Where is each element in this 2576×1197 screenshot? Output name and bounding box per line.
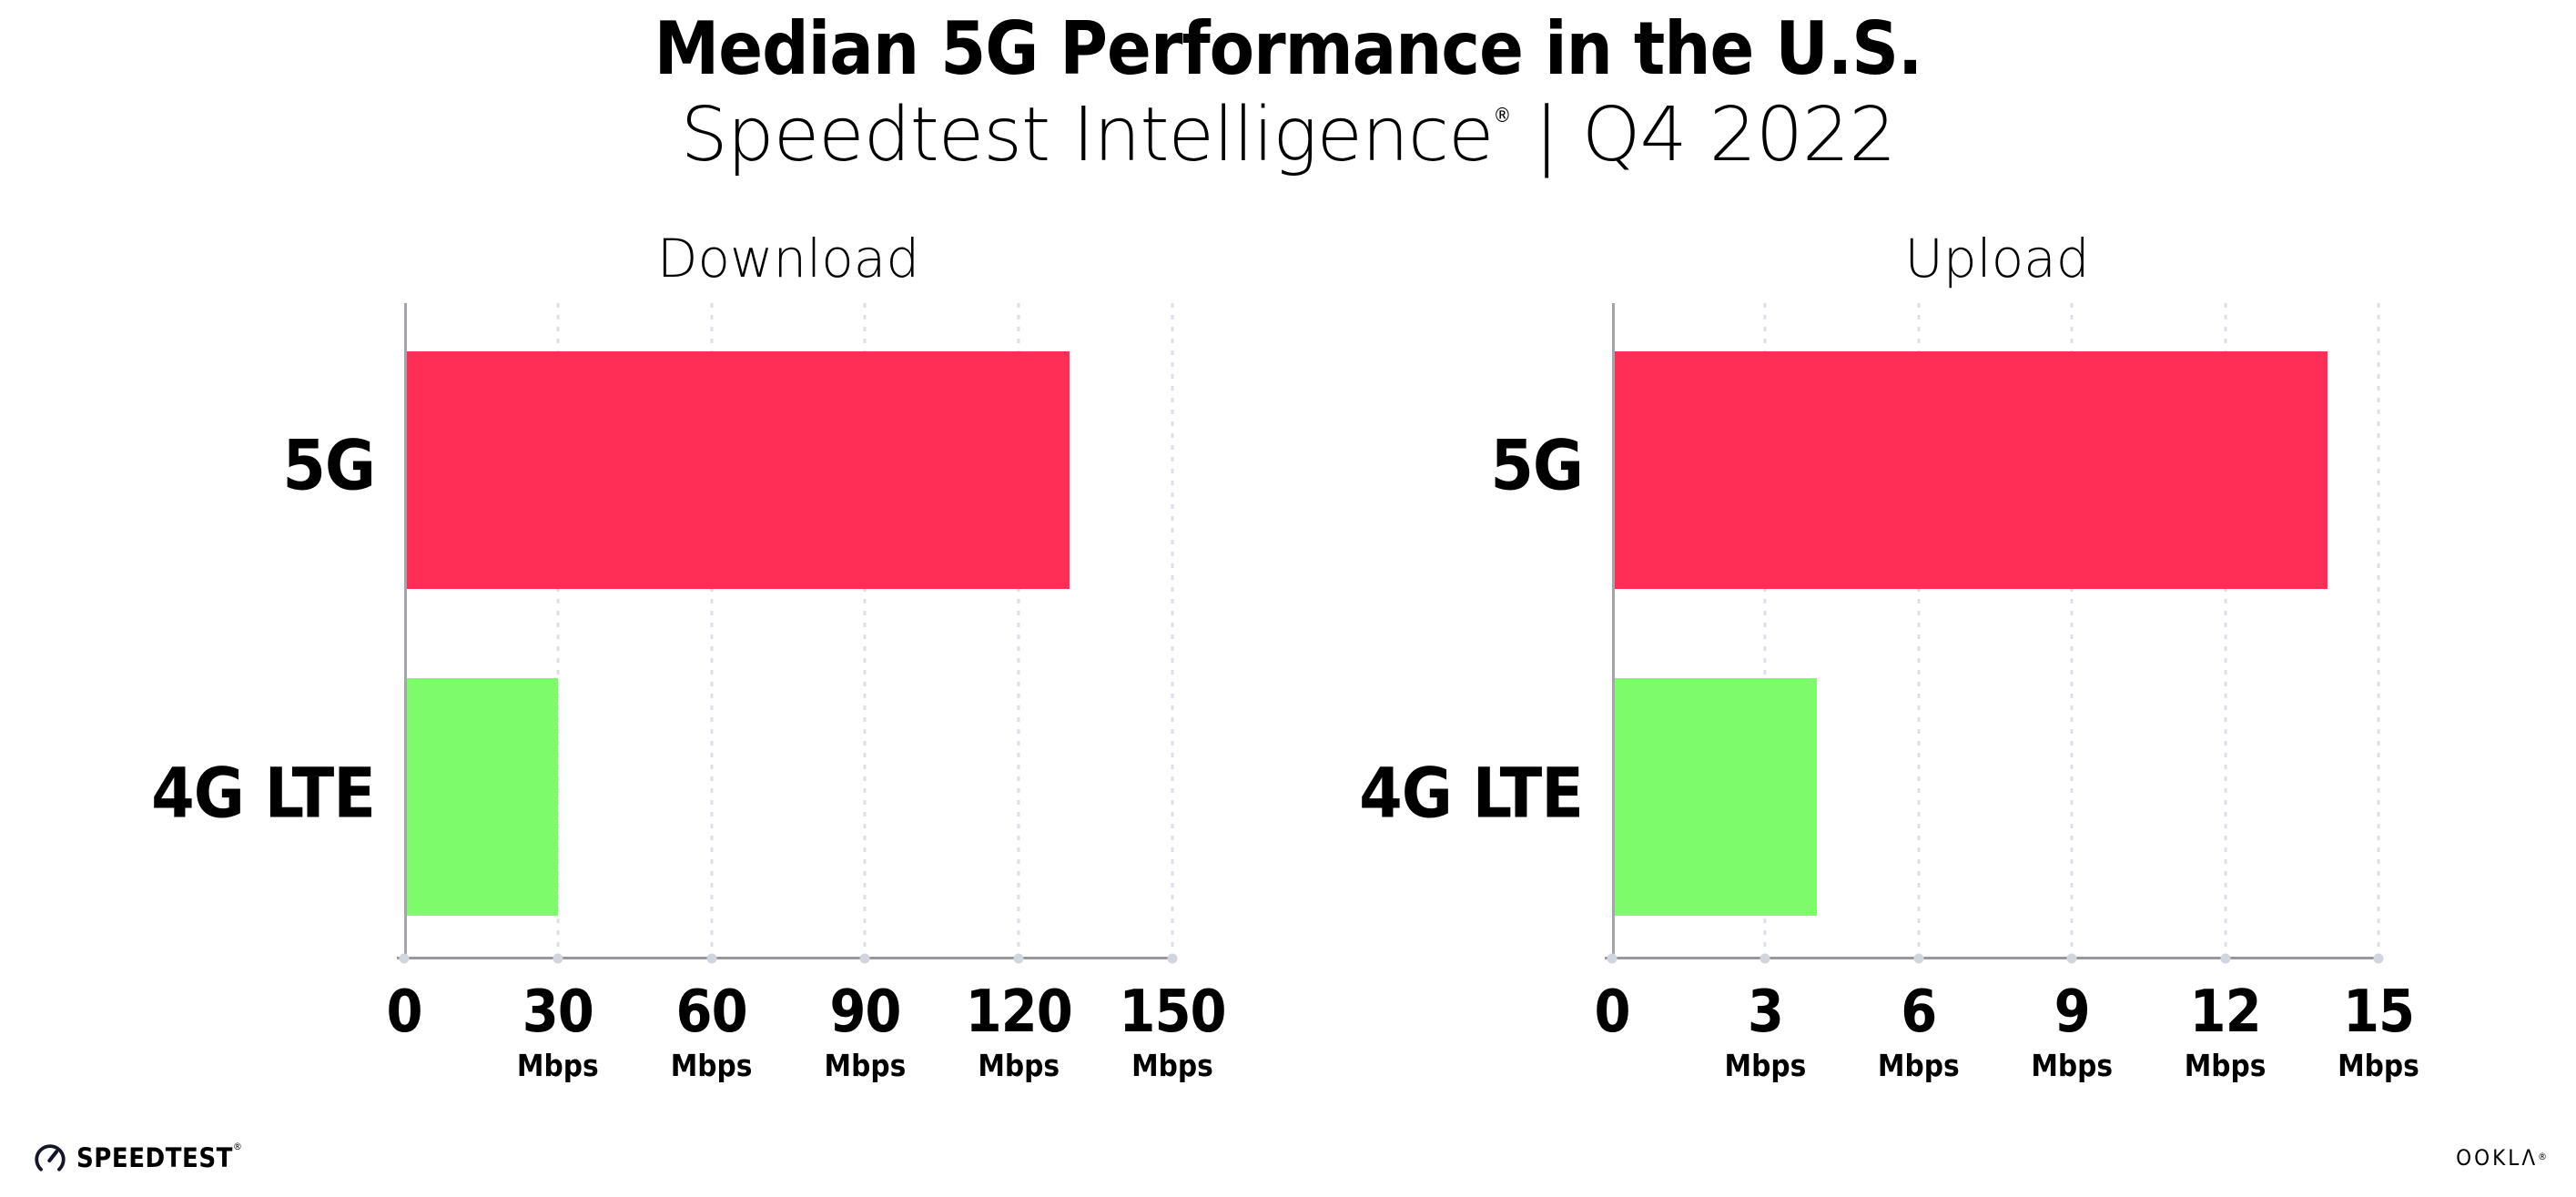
tick-value: 9 [2054,979,2091,1046]
tick-label-0-upload: 0 [1594,979,1630,1046]
axis-tick-dot-60-download [706,953,717,964]
tick-value: 12 [2189,979,2262,1046]
ookla-logo: OOKLΛ ® [2456,1136,2547,1180]
speedtest-gauge-icon [35,1144,66,1172]
tick-value: 0 [386,979,422,1046]
axis-tick-dot-3-upload [1760,953,1770,964]
bar-4g-lte-download [404,677,558,916]
tick-label-9-upload: 9 Mbps [2031,983,2113,1080]
gridline-60-download [710,303,714,959]
tick-value: 0 [1594,979,1630,1046]
axis-tick-dot-150-download [1167,953,1178,964]
ookla-wordmark-text: OOKLΛ [2456,1145,2539,1171]
tick-label-3-upload: 3 Mbps [1725,983,1807,1080]
speedtest-logo: SPEEDTEST® [33,1136,242,1180]
registered-trademark-symbol: ® [1493,105,1511,127]
tick-unit-label: Mbps [2184,1048,2267,1083]
subtitle-brand: Speedtest Intelligence [680,92,1495,178]
tick-label-60-download: 60 Mbps [671,983,753,1080]
category-label-5g-upload: 5G [1490,424,1584,506]
bar-5g-download [404,350,1070,589]
page-subtitle: Speedtest Intelligence® | Q4 2022 [0,96,2576,175]
page-title: Median 5G Performance in the U.S. [654,6,1923,91]
axis-tick-dot-9-upload [2066,953,2077,964]
tick-unit-label: Mbps [2031,1048,2114,1083]
chart-title-download: Download [656,228,920,289]
axis-tick-dot-90-download [859,953,870,964]
gridline-6-upload [1917,303,1921,959]
gridline-30-download [556,303,560,959]
tick-label-12-upload: 12 Mbps [2185,983,2267,1080]
ookla-registered-mark: ® [2538,1150,2547,1162]
axis-tick-dot-15-upload [2373,953,2384,964]
axis-tick-dot-30-download [553,953,563,964]
subtitle-period: Q4 2022 [1581,92,1896,178]
bar-4g-lte-upload [1612,677,1817,916]
tick-value: 30 [522,979,594,1046]
tick-unit-label: Mbps [1724,1048,1807,1083]
category-label-5g-download: 5G [282,424,376,506]
speedtest-wordmark-text: SPEEDTEST [76,1142,233,1173]
category-label-4g-lte-download: 4G LTE [151,752,376,834]
tick-label-0-download: 0 [386,979,422,1046]
gridline-9-upload [2070,303,2074,959]
gridline-15-upload [2377,303,2380,959]
axis-tick-dot-0-download [399,953,410,964]
gridline-120-download [1017,303,1020,959]
tick-label-90-download: 90 Mbps [825,983,907,1080]
axis-tick-dot-0-upload [1607,953,1618,964]
gridline-150-download [1171,303,1174,959]
tick-label-30-download: 30 Mbps [517,983,599,1080]
tick-unit-label: Mbps [1131,1048,1213,1083]
tick-label-15-upload: 15 Mbps [2338,983,2419,1080]
y-axis-download [404,303,407,959]
tick-unit-label: Mbps [516,1048,599,1083]
tick-value: 90 [829,979,901,1046]
tick-unit-label: Mbps [824,1048,907,1083]
axis-tick-dot-6-upload [1913,953,1924,964]
tick-value: 15 [2342,979,2415,1046]
speedtest-wordmark: SPEEDTEST® [76,1141,242,1173]
chart-title-upload: Upload [1904,228,2090,289]
plot-area-download [397,303,1174,959]
gridline-90-download [863,303,867,959]
tick-label-120-download: 120 Mbps [965,979,1073,1083]
speedtest-registered-mark: ® [232,1141,242,1152]
tick-label-6-upload: 6 Mbps [1878,983,1960,1080]
gridline-3-upload [1763,303,1767,959]
category-label-4g-lte-upload: 4G LTE [1359,752,1584,834]
tick-value: 60 [675,979,748,1046]
tick-unit-label: Mbps [978,1048,1060,1083]
axis-tick-dot-12-upload [2220,953,2231,964]
y-axis-upload [1612,303,1615,959]
gridline-12-upload [2224,303,2227,959]
x-axis-upload [1605,957,2378,959]
tick-value: 150 [1119,979,1226,1046]
tick-unit-label: Mbps [670,1048,753,1083]
tick-value: 6 [1901,979,1937,1046]
tick-value: 3 [1747,979,1784,1046]
plot-area-upload [1605,303,2380,959]
bar-5g-upload [1612,350,2328,589]
tick-unit-label: Mbps [1877,1048,1960,1083]
tick-unit-label: Mbps [2338,1048,2419,1083]
tick-value: 120 [965,979,1073,1046]
x-axis-download [397,957,1172,959]
axis-tick-dot-120-download [1013,953,1024,964]
tick-label-150-download: 150 Mbps [1119,979,1226,1083]
subtitle-separator: | [1534,92,1559,178]
